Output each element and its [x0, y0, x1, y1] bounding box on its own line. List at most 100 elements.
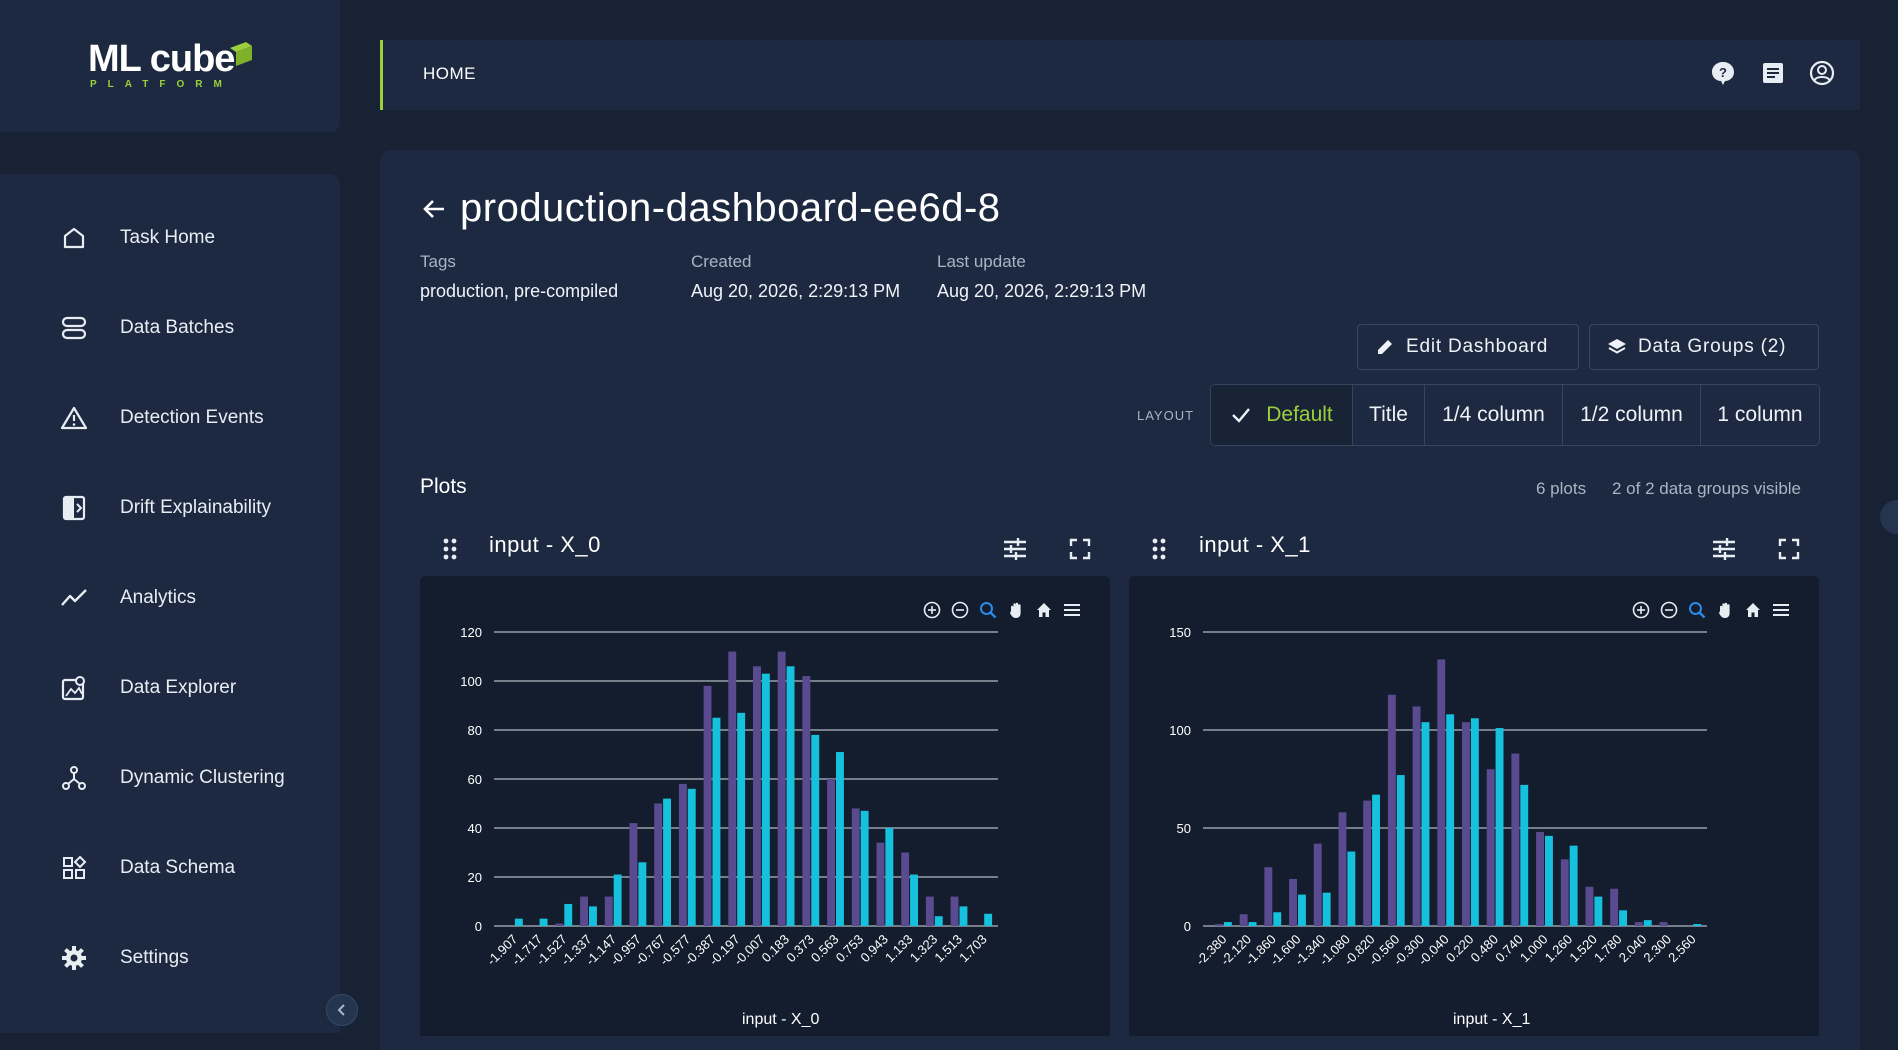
histogram-bar[interactable]: [1248, 922, 1257, 926]
histogram-bar[interactable]: [1412, 706, 1421, 926]
sidebar-item-data-explorer[interactable]: Data Explorer: [0, 658, 340, 718]
sidebar-item-detection-events[interactable]: Detection Events: [0, 388, 340, 448]
zoom-out-icon[interactable]: [948, 598, 972, 622]
histogram-bar[interactable]: [1520, 784, 1529, 926]
right-panel-tab[interactable]: [1880, 500, 1898, 534]
fullscreen-icon[interactable]: [1774, 534, 1804, 564]
histogram-bar[interactable]: [761, 673, 770, 926]
sidebar-collapse-button[interactable]: [326, 994, 358, 1026]
histogram-bar[interactable]: [1322, 892, 1331, 926]
sidebar-item-settings[interactable]: Settings: [0, 928, 340, 988]
histogram-bar[interactable]: [539, 918, 548, 926]
layout-option-quarter-column[interactable]: 1/4 column: [1425, 385, 1563, 445]
histogram-bar[interactable]: [802, 676, 811, 926]
histogram-bar[interactable]: [737, 712, 746, 926]
sidebar-item-dynamic-clustering[interactable]: Dynamic Clustering: [0, 748, 340, 808]
histogram-bar[interactable]: [1634, 922, 1643, 926]
fullscreen-icon[interactable]: [1065, 534, 1095, 564]
logo[interactable]: ML cube: [88, 38, 235, 80]
histogram-chart-x0[interactable]: 020406080100120-1.907-1.717-1.527-1.337-…: [420, 576, 1110, 1036]
histogram-bar[interactable]: [580, 896, 589, 926]
histogram-bar[interactable]: [613, 874, 622, 926]
selection-zoom-icon[interactable]: [976, 598, 1000, 622]
histogram-bar[interactable]: [564, 903, 573, 926]
histogram-bar[interactable]: [1372, 794, 1381, 926]
layout-option-one-column[interactable]: 1 column: [1701, 385, 1819, 445]
histogram-bar[interactable]: [901, 852, 910, 927]
histogram-bar[interactable]: [1273, 912, 1282, 926]
histogram-bar[interactable]: [589, 906, 597, 926]
histogram-bar[interactable]: [934, 916, 943, 926]
breadcrumb[interactable]: HOME: [423, 64, 476, 83]
histogram-bar[interactable]: [1387, 694, 1396, 926]
histogram-bar[interactable]: [1223, 922, 1232, 926]
layout-option-half-column[interactable]: 1/2 column: [1563, 385, 1701, 445]
histogram-bar[interactable]: [687, 788, 696, 926]
histogram-bar[interactable]: [959, 906, 968, 926]
histogram-bar[interactable]: [860, 810, 869, 926]
help-icon[interactable]: ?: [1708, 58, 1738, 88]
histogram-bar[interactable]: [712, 717, 721, 926]
histogram-bar[interactable]: [876, 842, 885, 926]
histogram-bar[interactable]: [1495, 728, 1504, 926]
histogram-bar[interactable]: [851, 808, 860, 926]
histogram-bar[interactable]: [1511, 753, 1520, 926]
data-groups-button[interactable]: Data Groups (2): [1589, 324, 1819, 370]
histogram-bar[interactable]: [1421, 722, 1430, 926]
reset-home-icon[interactable]: [1741, 598, 1765, 622]
zoom-out-icon[interactable]: [1657, 598, 1681, 622]
tune-icon[interactable]: [1709, 534, 1739, 564]
sidebar-item-data-schema[interactable]: Data Schema: [0, 838, 340, 898]
histogram-bar[interactable]: [836, 752, 844, 926]
histogram-bar[interactable]: [638, 862, 647, 926]
drag-handle-icon[interactable]: [1149, 536, 1169, 562]
histogram-bar[interactable]: [1347, 851, 1356, 926]
histogram-bar[interactable]: [1239, 914, 1248, 926]
histogram-bar[interactable]: [1569, 845, 1578, 926]
selection-zoom-icon[interactable]: [1685, 598, 1709, 622]
zoom-in-icon[interactable]: [1629, 598, 1653, 622]
pan-hand-icon[interactable]: [1713, 598, 1737, 622]
histogram-bar[interactable]: [1338, 812, 1347, 926]
histogram-bar[interactable]: [1298, 894, 1306, 926]
histogram-bar[interactable]: [811, 734, 820, 926]
histogram-bar[interactable]: [786, 666, 795, 926]
histogram-bar[interactable]: [1462, 722, 1470, 926]
menu-icon[interactable]: [1060, 598, 1084, 622]
histogram-bar[interactable]: [1437, 659, 1446, 926]
sidebar-item-data-batches[interactable]: Data Batches: [0, 298, 340, 358]
histogram-bar[interactable]: [1313, 843, 1322, 926]
tune-icon[interactable]: [1000, 534, 1030, 564]
histogram-bar[interactable]: [1264, 867, 1273, 926]
histogram-bar[interactable]: [925, 896, 934, 926]
sidebar-item-drift-explainability[interactable]: Drift Explainability: [0, 478, 340, 538]
histogram-bar[interactable]: [1545, 835, 1553, 926]
menu-icon[interactable]: [1769, 598, 1793, 622]
histogram-bar[interactable]: [1619, 910, 1628, 926]
histogram-bar[interactable]: [1594, 896, 1603, 926]
edit-dashboard-button[interactable]: Edit Dashboard: [1357, 324, 1579, 370]
back-arrow-icon[interactable]: [418, 192, 452, 226]
histogram-bar[interactable]: [1693, 924, 1702, 926]
histogram-bar[interactable]: [555, 923, 564, 926]
histogram-bar[interactable]: [678, 783, 687, 926]
histogram-bar[interactable]: [703, 685, 712, 926]
histogram-bar[interactable]: [950, 896, 959, 926]
histogram-chart-x1[interactable]: 050100150-2.380-2.120-1.860-1.600-1.340-…: [1129, 576, 1819, 1036]
histogram-bar[interactable]: [1396, 775, 1405, 926]
histogram-bar[interactable]: [777, 651, 786, 926]
histogram-bar[interactable]: [1215, 924, 1223, 926]
histogram-bar[interactable]: [663, 798, 672, 926]
histogram-bar[interactable]: [1560, 859, 1569, 926]
histogram-bar[interactable]: [753, 666, 761, 926]
histogram-bar[interactable]: [1610, 888, 1619, 926]
sidebar-item-task-home[interactable]: Task Home: [0, 208, 340, 268]
zoom-in-icon[interactable]: [920, 598, 944, 622]
histogram-bar[interactable]: [910, 874, 919, 926]
histogram-bar[interactable]: [1486, 769, 1495, 926]
histogram-bar[interactable]: [885, 828, 894, 926]
histogram-bar[interactable]: [604, 896, 613, 926]
histogram-bar[interactable]: [1470, 718, 1479, 926]
layout-option-title[interactable]: Title: [1353, 385, 1425, 445]
pan-hand-icon[interactable]: [1004, 598, 1028, 622]
